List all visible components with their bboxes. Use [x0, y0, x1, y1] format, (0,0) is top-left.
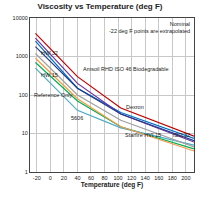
svg-text:100: 100	[19, 92, 28, 98]
svg-text:ISO 32: ISO 32	[173, 132, 190, 138]
svg-text:10000: 10000	[13, 15, 28, 21]
svg-text:20: 20	[61, 175, 67, 181]
svg-text:Nominal-22 deg F points are ex: Nominal-22 deg F points are extrapolated	[109, 21, 190, 34]
svg-text:40: 40	[74, 175, 80, 181]
svg-text:Viscosity vs Temperature (deg: Viscosity vs Temperature (deg F)	[37, 2, 162, 11]
svg-text:HW 15: HW 15	[41, 72, 58, 78]
svg-text:1000: 1000	[16, 53, 28, 59]
svg-text:Reference Only: Reference Only	[34, 92, 72, 98]
svg-text:-20: -20	[33, 175, 41, 181]
svg-text:Starfire HVI 15: Starfire HVI 15	[125, 132, 161, 138]
svg-text:80: 80	[101, 175, 107, 181]
svg-text:200: 200	[181, 175, 190, 181]
svg-text:Amsoil RHD ISO 46 Biodegradabl: Amsoil RHD ISO 46 Biodegradable	[83, 66, 169, 72]
svg-text:5606: 5606	[71, 115, 83, 121]
svg-text:60: 60	[88, 175, 94, 181]
svg-text:1: 1	[25, 169, 28, 175]
svg-text:Temperature (deg F): Temperature (deg F)	[81, 181, 143, 189]
svg-text:10: 10	[22, 130, 28, 136]
svg-text:100: 100	[114, 175, 123, 181]
svg-text:160: 160	[154, 175, 163, 181]
svg-text:140: 140	[141, 175, 150, 181]
svg-text:HW 32: HW 32	[41, 50, 58, 56]
svg-text:180: 180	[168, 175, 177, 181]
svg-text:Dexron: Dexron	[126, 104, 144, 110]
svg-text:120: 120	[127, 175, 136, 181]
svg-text:0: 0	[49, 175, 52, 181]
